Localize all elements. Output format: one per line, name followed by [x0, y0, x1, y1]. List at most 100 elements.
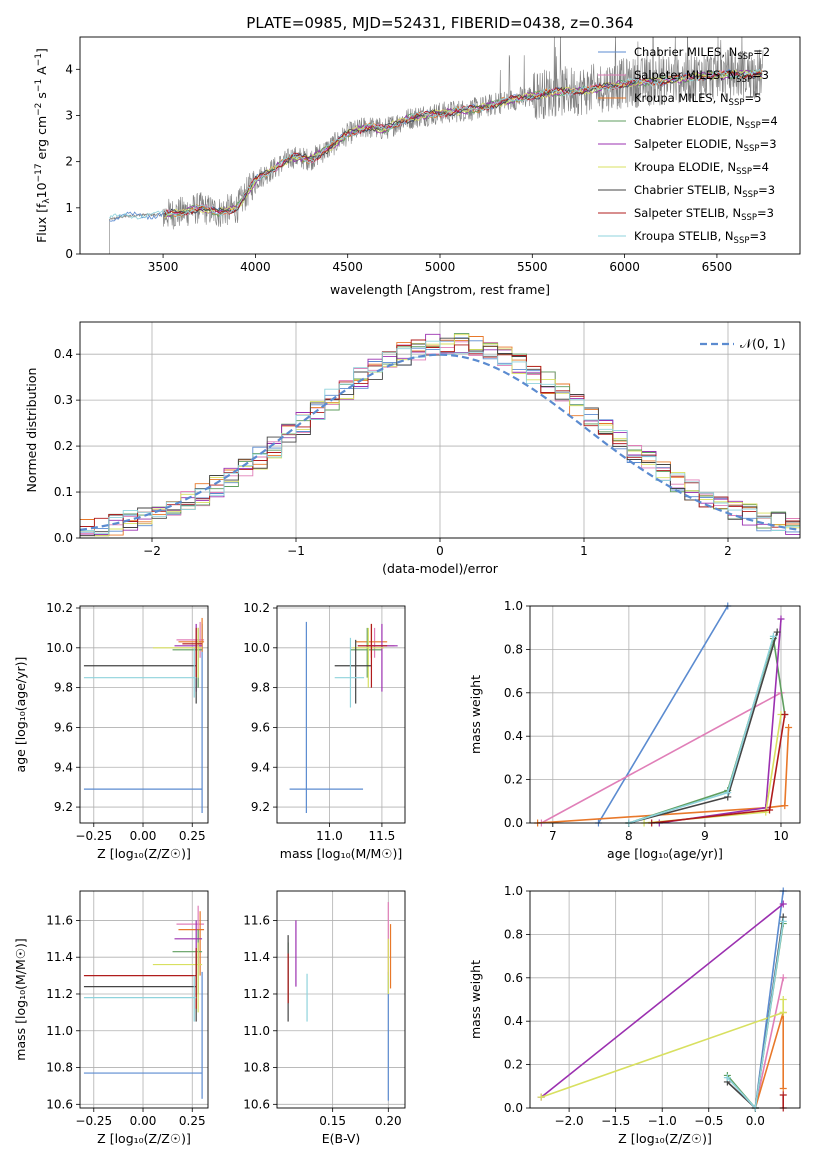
- x-axis-label: E(B-V): [322, 1131, 361, 1146]
- legend-entry-ks: Kroupa STELIB, NSSP=3: [634, 229, 766, 246]
- weight-marker-ss: [779, 1091, 787, 1099]
- mass_vs_ebv-panel: 0.15 0.20 10.6 10.8 11.0 11.2 11.4 11.6 E(B-V): [243, 890, 406, 1146]
- y-tick-label: 10.6: [243, 1097, 270, 1111]
- y-tick-label: 10.6: [46, 1097, 73, 1111]
- y-tick-label: 9.4: [251, 760, 270, 774]
- y-axis-label: Flux [fλ10−17 erg cm−2 s−1 A−1]: [34, 48, 52, 243]
- x-tick-label: 0.15: [319, 1114, 346, 1128]
- x-tick-label: 0.20: [375, 1114, 402, 1128]
- weight-marker-ks: [769, 632, 777, 640]
- x-tick-label: −1: [287, 544, 305, 558]
- x-tick-label: −0.5: [694, 1114, 723, 1128]
- age_vs_mass-panel: 11.0 11.5 9.2 9.4 9.6 9.8 10.0 10.2 mass [log₁₀(…: [243, 601, 406, 861]
- weight-marker-ke: [779, 996, 787, 1003]
- x-axis-label: Z [log₁₀(Z/Z☉)]: [618, 1131, 712, 1146]
- y-tick-label: 11.4: [243, 950, 270, 964]
- y-axis-label: mass weight: [468, 960, 483, 1039]
- y-tick-label: 11.6: [243, 913, 270, 927]
- y-tick-label: 10.2: [46, 601, 73, 615]
- x-axis-label: (data-model)/error: [382, 561, 499, 576]
- weight-line-ks: [628, 636, 775, 823]
- x-tick-label: −2.0: [555, 1114, 584, 1128]
- x-tick-label: 0.25: [179, 829, 206, 843]
- y-axis-label: age [log₁₀(age/yr)]: [13, 657, 28, 773]
- y-tick-label: 11.2: [243, 987, 270, 1001]
- figure-title: PLATE=0985, MJD=52431, FIBERID=0438, z=0…: [246, 14, 633, 32]
- x-tick-label: 9: [701, 829, 709, 843]
- x-tick-label: 0: [436, 544, 444, 558]
- y-tick-label: 1.0: [504, 884, 523, 898]
- legend: Chabrier MILES, NSSP=2 Salpeter MILES, NS…: [598, 45, 778, 246]
- axes-frame: [529, 605, 801, 824]
- legend-entry-se: Salpeter ELODIE, NSSP=3: [634, 137, 777, 154]
- weight-marker-ke: [537, 1093, 545, 1101]
- x-tick-label: 4000: [240, 260, 271, 274]
- y-tick-label: 0.0: [504, 1101, 523, 1115]
- weight-marker-km: [779, 1084, 787, 1092]
- weight-marker-sm: [779, 974, 787, 982]
- weight-marker-ks: [724, 789, 732, 797]
- mass_vs_Z-panel: −0.25 0.00 0.25 10.6 10.8 11.0 11.2 11.4 11.6 Z […: [13, 890, 209, 1146]
- x-axis-label: age [log₁₀(age/yr)]: [607, 846, 723, 861]
- y-tick-label: 0.6: [504, 686, 523, 700]
- plot-layer: 3500 4000 4500 5000 5500 6000 6500 0 1 2 3 4 wavelen…: [13, 36, 801, 1146]
- y-tick-label: 10.2: [243, 601, 270, 615]
- legend-entry-km: Kroupa MILES, NSSP=5: [634, 91, 761, 108]
- residuals-panel: −2 −1 0 1 2 0.0 0.1 0.2 0.3 0.4 (data-model)/error…: [24, 321, 801, 576]
- y-tick-label: 9.8: [54, 681, 73, 695]
- y-tick-label: 9.6: [54, 720, 73, 734]
- x-tick-label: 5000: [425, 260, 456, 274]
- weight-line-km: [537, 727, 790, 823]
- y-tick-label: 0.2: [504, 1058, 523, 1072]
- spectrum-panel: 3500 4000 4500 5000 5500 6000 6500 0 1 2 3 4 wavelen…: [34, 36, 801, 297]
- y-tick-label: 0.8: [504, 927, 523, 941]
- legend-entry-normal: 𝒩(0, 1): [740, 336, 786, 351]
- y-tick-label: 3: [65, 108, 73, 122]
- y-axis-label: mass weight: [468, 675, 483, 754]
- y-tick-label: 0.1: [54, 485, 73, 499]
- legend-entry-sm: Salpeter MILES, NSSP=3: [634, 68, 769, 85]
- y-tick-label: 10.8: [243, 1061, 270, 1075]
- axes-frame: [79, 890, 209, 1109]
- weight-marker-se: [779, 900, 787, 908]
- x-tick-label: −1.5: [601, 1114, 630, 1128]
- x-tick-label: 2: [724, 544, 732, 558]
- axes-frame: [79, 605, 209, 824]
- x-tick-label: −2: [143, 544, 161, 558]
- model-spectrum-cs: [163, 69, 763, 216]
- y-tick-label: 0.4: [504, 1014, 523, 1028]
- y-tick-label: 4: [65, 62, 73, 76]
- x-tick-label: 10: [773, 829, 788, 843]
- normal-curve: [79, 353, 801, 531]
- y-tick-label: 2: [65, 155, 73, 169]
- y-tick-label: 0: [65, 247, 73, 261]
- x-tick-label: 5500: [517, 260, 548, 274]
- x-tick-label: −1.0: [648, 1114, 677, 1128]
- y-tick-label: 0.2: [504, 773, 523, 787]
- weight-marker-ks: [779, 917, 787, 925]
- weight-line-ks: [726, 921, 784, 1108]
- axes-frame: [276, 890, 406, 1109]
- axes-frame: [276, 605, 406, 824]
- y-tick-label: 0.6: [504, 971, 523, 985]
- y-tick-label: 0.0: [504, 816, 523, 830]
- legend-entry-cs: Chabrier STELIB, NSSP=3: [634, 183, 775, 200]
- weight-marker-ss: [781, 711, 789, 718]
- legend-entry-ke: Kroupa ELODIE, NSSP=4: [634, 160, 769, 177]
- y-tick-label: 10.0: [243, 641, 270, 655]
- weight-line-se: [540, 903, 784, 1098]
- x-tick-label: 0.00: [130, 1114, 157, 1128]
- weight-marker-km: [781, 802, 789, 810]
- x-tick-label: 7: [549, 829, 557, 843]
- legend-entry-ss: Salpeter STELIB, NSSP=3: [634, 206, 774, 223]
- weight-line-sm: [541, 692, 782, 823]
- weight-line-km: [754, 1012, 784, 1108]
- x-tick-label: 6500: [702, 260, 733, 274]
- legend-entry-cm: Chabrier MILES, NSSP=2: [634, 45, 770, 62]
- model-spectrum-ks: [109, 68, 763, 220]
- y-tick-label: 9.8: [251, 681, 270, 695]
- y-tick-label: 9.2: [251, 800, 270, 814]
- y-tick-label: 11.6: [46, 913, 73, 927]
- weight-line-sm: [754, 977, 784, 1108]
- x-tick-label: 4500: [332, 260, 363, 274]
